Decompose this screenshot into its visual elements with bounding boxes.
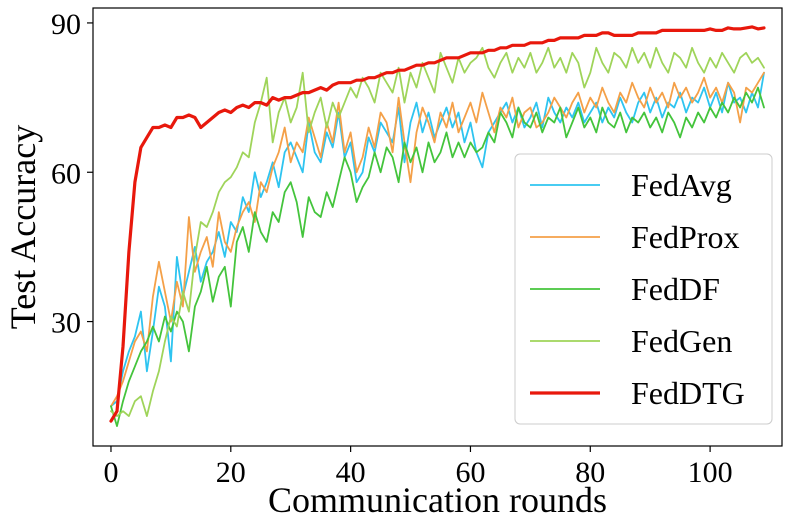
x-axis-title: Communication rounds [268,480,607,520]
tick-layer: 0 20 40 60 80 100 30 60 90 [51,8,733,489]
series-line-feddf [110,86,765,428]
legend: FedAvg FedProx FedDF FedGen FedDTG [514,153,773,425]
legend-label-feddtg: FedDTG [631,375,745,411]
series-line-feddtg [109,25,766,423]
legend-frame [514,153,773,425]
x-tick-label: 0 [103,456,118,489]
legend-label-fedprox: FedProx [631,219,739,255]
y-axis-title: Test Accuracy [3,125,43,329]
legend-label-fedavg: FedAvg [631,167,732,203]
y-tick-label: 30 [51,307,81,340]
series-line-fedprox [110,71,765,408]
series-layer [109,25,766,428]
x-tick-label: 20 [216,456,246,489]
x-tick-label: 80 [575,456,605,489]
x-tick-label: 100 [688,456,733,489]
legend-label-fedgen: FedGen [631,323,732,359]
plot-frame [92,7,783,447]
y-tick-label: 60 [51,157,81,190]
x-tick-label: 40 [336,456,366,489]
legend-label-feddf: FedDF [631,271,720,307]
x-tick-label: 60 [455,456,485,489]
series-line-fedgen [110,46,765,418]
y-tick-label: 90 [51,8,81,41]
